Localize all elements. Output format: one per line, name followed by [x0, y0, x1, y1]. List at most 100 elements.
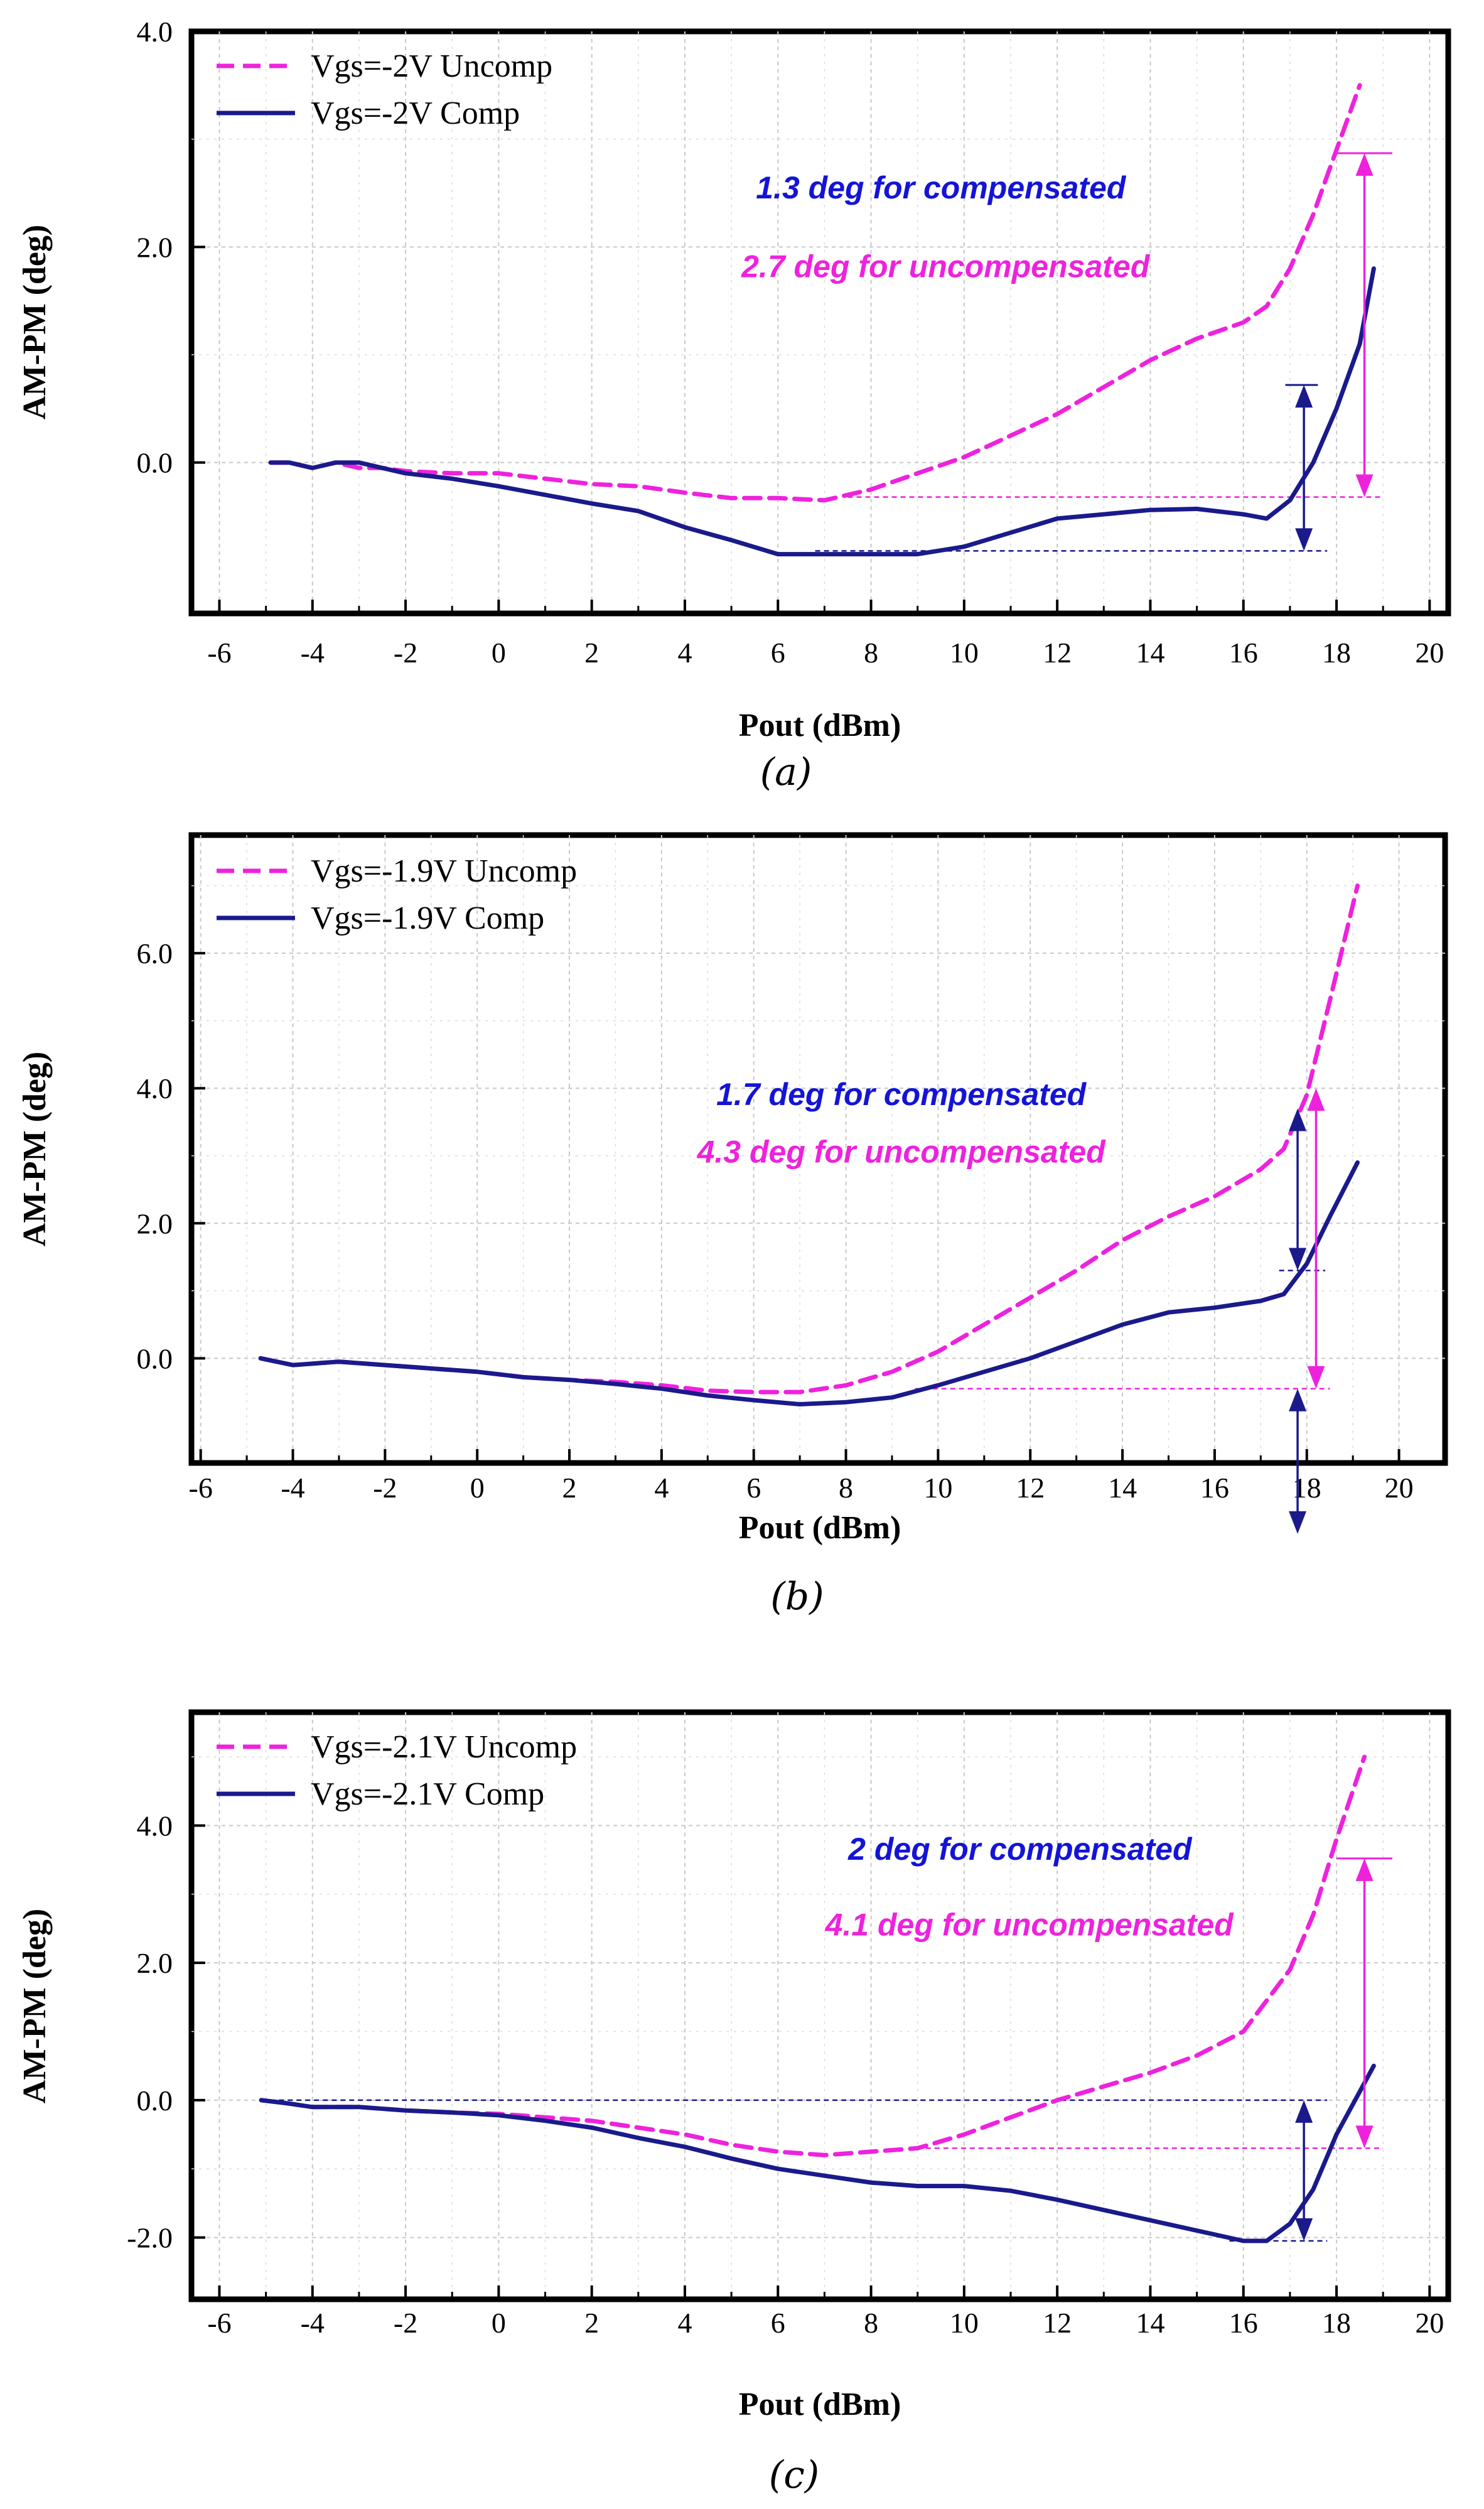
span-arrow-head	[1295, 385, 1313, 408]
y-tick-label: -2.0	[127, 2222, 173, 2254]
legend-entry-label: Vgs=-2.1V Comp	[311, 1776, 544, 1812]
x-tick-label: 20	[1385, 1472, 1414, 1504]
annotation-text: 2 deg for compensated	[847, 1832, 1193, 1867]
y-tick-label: 2.0	[137, 231, 173, 263]
y-axis-title: AM-PM (deg)	[17, 1052, 53, 1246]
span-arrow-head	[1289, 1388, 1307, 1411]
x-tick-label: 6	[771, 2307, 785, 2339]
x-tick-label: -4	[281, 1472, 304, 1504]
y-axis-title: AM-PM (deg)	[17, 1909, 53, 2103]
x-tick-label: 0	[492, 637, 506, 669]
chart-panel-c: Pout (dBm) AM-PM (deg) (c) -6 -4 -2 0 2 4 6 8 10…	[17, 1709, 1451, 2497]
x-tick-label: 4	[677, 2307, 692, 2339]
annotation-text: 1.7 deg for compensated	[716, 1077, 1087, 1112]
annotation-text: 4.3 deg for uncompensated	[697, 1135, 1107, 1170]
x-tick-label: 0	[492, 2307, 506, 2339]
x-tick-label: 14	[1136, 2307, 1164, 2339]
y-tick-label: 6.0	[137, 937, 173, 969]
span-arrow-head	[1289, 1248, 1307, 1271]
legend-entry-label: Vgs=-2V Uncomp	[311, 48, 552, 84]
series-line-compensated	[259, 2063, 1376, 2243]
x-tick-label: 2	[584, 637, 599, 669]
x-tick-label: 12	[1043, 2307, 1072, 2339]
legend-entry-label: Vgs=-1.9V Comp	[311, 900, 544, 936]
x-tick-label: 12	[1043, 637, 1072, 669]
x-tick-label: 20	[1415, 2307, 1444, 2339]
x-tick-label: -4	[301, 2307, 325, 2339]
x-tick-label: 14	[1108, 1472, 1137, 1504]
plot-frame	[188, 28, 1451, 617]
y-tick-label: 2.0	[137, 1207, 173, 1239]
x-tick-label: 18	[1322, 2307, 1351, 2339]
chart-panel-a: Pout (dBm) AM-PM (deg) (a) -6 -4 -2 0 2 4 6 8 10…	[17, 16, 1451, 794]
x-tick-label: -2	[373, 1472, 397, 1504]
y-tick-label: 4.0	[137, 1072, 173, 1104]
y-axis-title: AM-PM (deg)	[17, 225, 53, 419]
span-arrow-head	[1289, 1511, 1307, 1534]
x-tick-label: 16	[1229, 637, 1258, 669]
figure-caption: (b)	[770, 1575, 824, 1619]
annotation-text: 2.7 deg for uncompensated	[741, 249, 1151, 284]
span-arrow-head	[1289, 1108, 1307, 1131]
span-arrow-head	[1355, 153, 1374, 176]
x-tick-label: 4	[654, 1472, 669, 1504]
x-tick-label: 10	[950, 637, 979, 669]
x-axis-title: Pout (dBm)	[739, 2387, 901, 2422]
x-tick-label: 16	[1200, 1472, 1229, 1504]
span-arrow-head	[1355, 1858, 1374, 1881]
x-tick-label: -6	[207, 2307, 231, 2339]
y-tick-label: 4.0	[137, 1810, 173, 1842]
span-arrow-head	[1295, 2100, 1313, 2123]
series-line-uncompensated	[268, 83, 1362, 503]
x-tick-label: -4	[301, 637, 325, 669]
span-arrow-head	[1355, 2125, 1374, 2149]
x-tick-label: 6	[746, 1472, 761, 1504]
series-line-uncompensated	[259, 1754, 1367, 2157]
chart-panel-b: Pout (dBm) AM-PM (deg) (b) -6 -4 -2 0 2 4 6 8 10…	[17, 832, 1448, 1619]
span-arrow-head	[1355, 474, 1374, 497]
x-tick-label: 10	[950, 2307, 979, 2339]
annotation-text: 4.1 deg for uncompensated	[825, 1907, 1235, 1942]
x-tick-label: 8	[864, 637, 878, 669]
x-tick-label: 12	[1016, 1472, 1045, 1504]
series-line-compensated	[258, 1160, 1360, 1406]
legend-entry-label: Vgs=-1.9V Uncomp	[311, 853, 577, 889]
x-tick-label: 10	[923, 1472, 952, 1504]
y-tick-label: 0.0	[137, 447, 173, 479]
span-arrow-head	[1295, 528, 1313, 551]
x-tick-label: 16	[1229, 2307, 1258, 2339]
legend-entry-label: Vgs=-2.1V Uncomp	[311, 1729, 577, 1765]
span-arrow-head	[1307, 1088, 1325, 1111]
span-arrow-head	[1307, 1366, 1325, 1389]
figure-caption: (a)	[760, 750, 812, 794]
series-line-compensated	[268, 266, 1376, 557]
x-axis-title: Pout (dBm)	[739, 708, 901, 743]
x-tick-label: 18	[1322, 637, 1351, 669]
x-tick-label: 2	[562, 1472, 577, 1504]
x-tick-label: 8	[864, 2307, 878, 2339]
legend: Vgs=-2.1V Uncomp Vgs=-2.1V Comp	[217, 1729, 577, 1812]
x-tick-label: 20	[1415, 637, 1444, 669]
legend: Vgs=-1.9V Uncomp Vgs=-1.9V Comp	[217, 853, 577, 936]
x-tick-label: -2	[394, 637, 417, 669]
x-tick-label: 0	[470, 1472, 485, 1504]
plot-frame	[188, 832, 1448, 1466]
x-tick-label: 14	[1136, 637, 1164, 669]
legend: Vgs=-2V Uncomp Vgs=-2V Comp	[217, 48, 552, 131]
legend-entry-label: Vgs=-2V Comp	[311, 95, 520, 131]
x-tick-label: -2	[394, 2307, 417, 2339]
plot-frame	[188, 1709, 1451, 2302]
x-tick-label: -6	[189, 1472, 213, 1504]
y-tick-label: 2.0	[137, 1947, 173, 1979]
x-tick-label: -6	[207, 637, 231, 669]
y-tick-label: 0.0	[137, 2085, 173, 2117]
y-tick-label: 4.0	[137, 16, 173, 48]
x-tick-label: 8	[839, 1472, 853, 1504]
span-arrow-head	[1295, 2218, 1313, 2242]
annotation-text: 1.3 deg for compensated	[756, 170, 1126, 205]
y-tick-label: 0.0	[137, 1342, 173, 1374]
x-tick-label: 4	[677, 637, 692, 669]
x-axis-title: Pout (dBm)	[739, 1510, 901, 1546]
figure-caption: (c)	[769, 2453, 819, 2497]
